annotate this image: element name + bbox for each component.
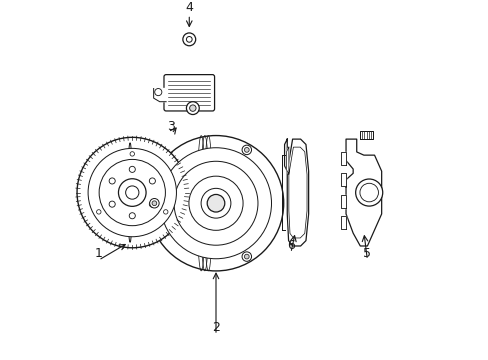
Circle shape xyxy=(88,148,176,237)
Polygon shape xyxy=(340,173,346,186)
Polygon shape xyxy=(340,195,346,207)
Polygon shape xyxy=(340,216,346,229)
Circle shape xyxy=(129,213,135,219)
Circle shape xyxy=(99,159,165,226)
Circle shape xyxy=(149,201,155,207)
Circle shape xyxy=(125,186,139,199)
Circle shape xyxy=(242,252,251,261)
FancyBboxPatch shape xyxy=(163,75,214,111)
Circle shape xyxy=(174,161,258,245)
Circle shape xyxy=(118,179,146,206)
Circle shape xyxy=(186,36,192,42)
Text: 3: 3 xyxy=(167,120,175,133)
Circle shape xyxy=(149,178,155,184)
Text: 1: 1 xyxy=(94,247,102,260)
Circle shape xyxy=(160,148,271,259)
Circle shape xyxy=(189,105,196,111)
Circle shape xyxy=(148,136,283,271)
Circle shape xyxy=(152,201,157,206)
Circle shape xyxy=(130,152,134,156)
Circle shape xyxy=(242,145,251,155)
Circle shape xyxy=(109,201,115,207)
Circle shape xyxy=(77,137,187,248)
Circle shape xyxy=(355,179,382,206)
Polygon shape xyxy=(360,131,372,139)
Circle shape xyxy=(97,210,101,214)
Circle shape xyxy=(201,188,230,218)
Circle shape xyxy=(149,198,159,208)
Circle shape xyxy=(359,183,378,202)
Polygon shape xyxy=(284,139,308,246)
Text: 4: 4 xyxy=(185,1,193,14)
Circle shape xyxy=(183,33,195,46)
Polygon shape xyxy=(286,147,306,238)
Circle shape xyxy=(163,210,167,214)
Text: 2: 2 xyxy=(212,321,220,334)
Text: 5: 5 xyxy=(363,247,371,260)
Circle shape xyxy=(129,166,135,172)
Polygon shape xyxy=(153,89,166,102)
Circle shape xyxy=(244,254,249,259)
Circle shape xyxy=(154,89,162,96)
Circle shape xyxy=(186,102,199,114)
Polygon shape xyxy=(340,152,346,165)
Text: 6: 6 xyxy=(286,239,294,252)
Circle shape xyxy=(244,148,249,152)
Circle shape xyxy=(109,178,115,184)
Circle shape xyxy=(188,176,243,230)
Polygon shape xyxy=(346,139,381,246)
Circle shape xyxy=(207,194,224,212)
